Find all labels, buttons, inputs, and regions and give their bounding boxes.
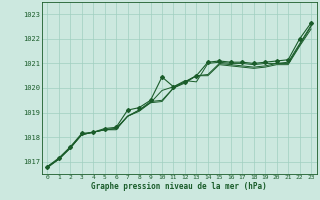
X-axis label: Graphe pression niveau de la mer (hPa): Graphe pression niveau de la mer (hPa) xyxy=(91,182,267,191)
